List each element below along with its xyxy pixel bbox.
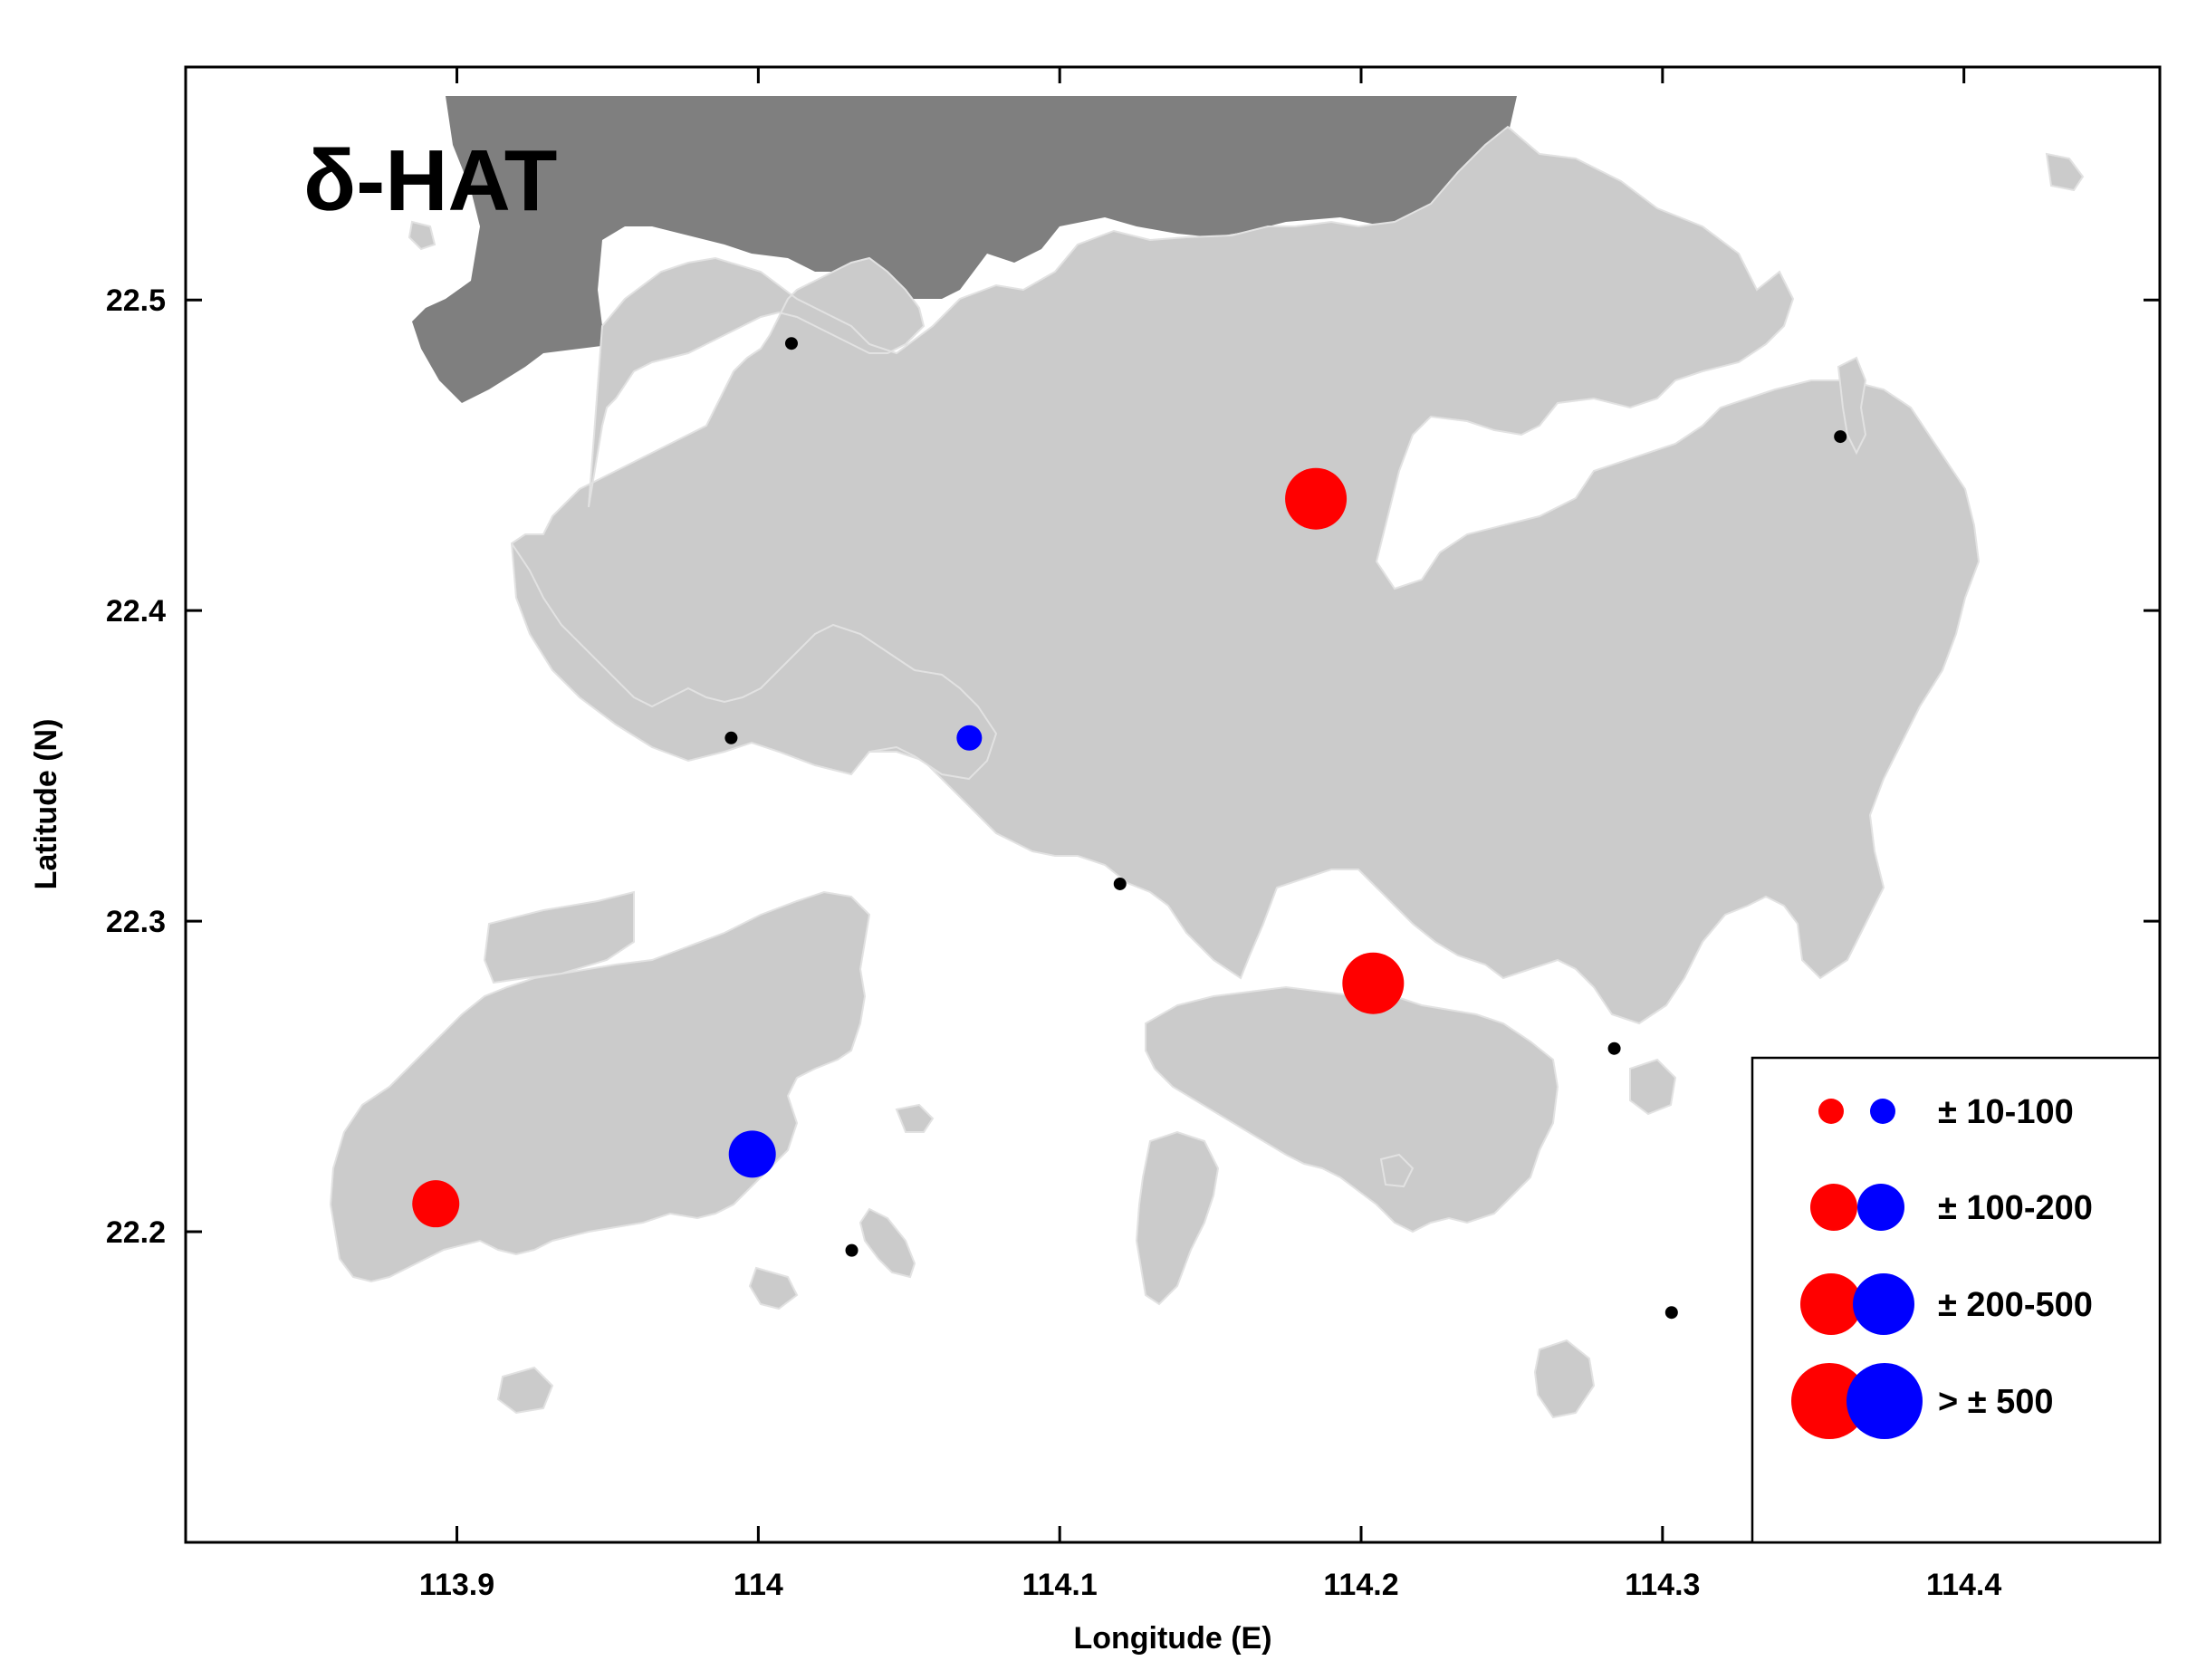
legend-marker-negative bbox=[1870, 1099, 1895, 1124]
station-marker bbox=[784, 337, 798, 350]
lamma-small-islet bbox=[748, 1266, 799, 1310]
legend-marker-negative bbox=[1857, 1184, 1904, 1231]
peng-chau bbox=[895, 1103, 935, 1133]
ping-chau-island bbox=[1837, 356, 1867, 456]
y-tick-label: 22.4 bbox=[106, 594, 166, 629]
new-territories bbox=[510, 125, 1981, 1025]
outlying-islet-a bbox=[1379, 1153, 1415, 1188]
x-axis-title: Longitude (E) bbox=[1073, 1621, 1271, 1656]
y-tick-label: 22.3 bbox=[106, 905, 166, 939]
station-marker bbox=[845, 1243, 858, 1257]
lamma-island bbox=[1135, 1130, 1220, 1306]
panel-label: δ-HAT bbox=[303, 132, 557, 229]
data-points bbox=[412, 337, 1847, 1320]
x-tick-label: 114.3 bbox=[1625, 1568, 1700, 1602]
legend-marker-negative bbox=[1853, 1273, 1914, 1335]
x-tick-label: 114.4 bbox=[1926, 1568, 2001, 1602]
x-tick-label: 114.1 bbox=[1022, 1568, 1098, 1602]
station-marker bbox=[1664, 1306, 1678, 1320]
legend-marker-positive bbox=[1800, 1273, 1862, 1335]
y-tick-label: 22.2 bbox=[106, 1215, 166, 1250]
legend-label: > ± 500 bbox=[1938, 1383, 2054, 1421]
cheung-chau bbox=[858, 1207, 916, 1279]
mainland-region bbox=[412, 96, 1517, 403]
station-marker bbox=[724, 731, 738, 744]
y-axis-title: Latitude (N) bbox=[29, 719, 63, 890]
station-marker bbox=[1113, 877, 1127, 890]
legend-label: ± 200-500 bbox=[1938, 1286, 2093, 1324]
po-toi-island bbox=[1533, 1339, 1596, 1419]
legend-label: ± 100-200 bbox=[1938, 1189, 2093, 1227]
legend-marker-positive bbox=[1791, 1363, 1867, 1439]
station-marker bbox=[1607, 1042, 1621, 1055]
lantau-west-islet bbox=[408, 220, 436, 251]
airport-island bbox=[483, 890, 635, 984]
north-east-island bbox=[2045, 152, 2085, 192]
station-marker bbox=[1834, 430, 1847, 444]
legend-marker-positive bbox=[1810, 1184, 1857, 1231]
land-layer bbox=[329, 96, 2085, 1419]
station-change-marker bbox=[728, 1130, 776, 1178]
legend: ± 10-100 ± 100-200 ± 200-500 > ± 500 bbox=[1751, 1056, 2162, 1544]
y-tick-label: 22.5 bbox=[106, 283, 166, 318]
x-tick-label: 114 bbox=[734, 1568, 783, 1602]
soko-islands bbox=[496, 1366, 554, 1415]
x-tick-label: 114.2 bbox=[1323, 1568, 1398, 1602]
plot-frame bbox=[184, 65, 2162, 1544]
station-change-marker bbox=[1342, 952, 1405, 1014]
legend-marker-negative bbox=[1846, 1363, 1923, 1439]
station-change-marker bbox=[1285, 467, 1348, 530]
x-tick-label: 113.9 bbox=[419, 1568, 494, 1602]
legend-marker-positive bbox=[1818, 1099, 1844, 1124]
sai-kung-islands bbox=[1629, 1058, 1677, 1116]
tuen-mun-region bbox=[511, 542, 998, 781]
legend-label: ± 10-100 bbox=[1938, 1093, 2074, 1131]
station-change-marker bbox=[956, 725, 983, 751]
axes: 113.9 114 114.1 114.2 114.3 114.4 22.2 22.3 22.4… bbox=[106, 65, 2162, 1602]
station-change-marker bbox=[412, 1180, 460, 1228]
